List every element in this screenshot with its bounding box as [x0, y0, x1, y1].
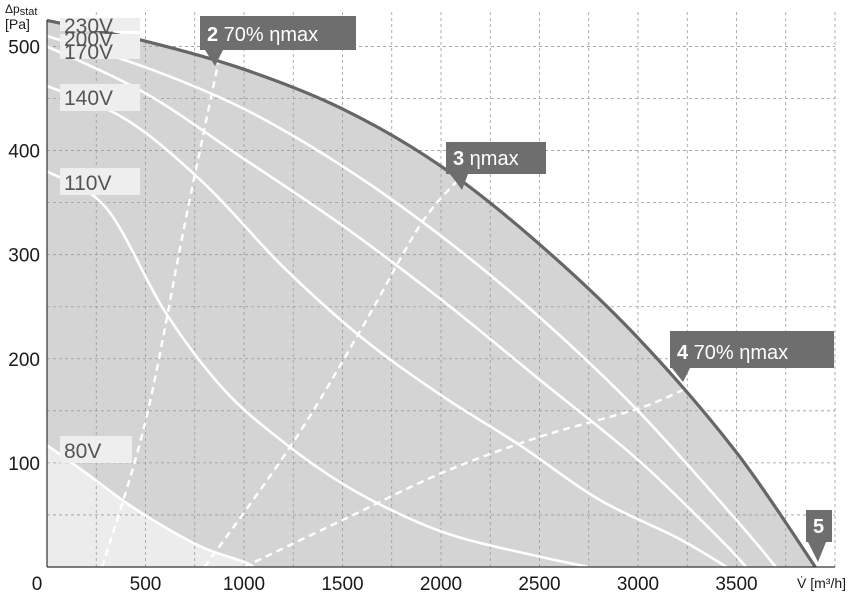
curve-140v: [46, 84, 728, 569]
y-tick-label: 100: [8, 454, 40, 475]
voltage-label-bg: [60, 18, 140, 31]
x-tick-label: 2000: [420, 574, 462, 595]
x-tick-label: 3000: [617, 574, 659, 595]
voltage-label-bg: [60, 84, 140, 111]
efficiency-line-3: [203, 170, 468, 568]
y-axis-unit: [Pa]: [5, 16, 30, 32]
x-tick-label: 0: [32, 574, 43, 595]
callout-pointer: [205, 50, 223, 66]
y-axis-label: Δpstat: [5, 2, 37, 18]
x-tick-label: 500: [130, 574, 162, 595]
curve-80v: [46, 444, 255, 569]
y-tick-label: 500: [8, 37, 40, 58]
voltage-label-230v: 230V: [64, 15, 113, 38]
callout-text: 5: [813, 516, 824, 538]
voltage-label-140v: 140V: [64, 87, 113, 110]
x-tick-label: 1000: [223, 574, 265, 595]
callout-pointer: [808, 542, 826, 562]
callout-box: [446, 142, 546, 174]
curve-110v: [46, 170, 590, 569]
callout-pointer: [672, 368, 690, 382]
callout-box: [670, 331, 834, 368]
callout-pointer: [450, 174, 468, 190]
voltage-label-200v: 200V: [64, 28, 113, 51]
voltage-label-bg: [60, 34, 140, 47]
voltage-label-170v: 170V: [64, 41, 113, 64]
voltage-label-80v: 80V: [64, 440, 101, 463]
callout-3: 3 ηmax: [446, 142, 546, 190]
callout-text: 2 70% ηmax: [207, 24, 318, 46]
y-tick-label: 200: [8, 350, 40, 371]
x-axis-label: V̇ [m³/h]: [797, 575, 846, 591]
callout-box: [200, 16, 356, 50]
voltage-label-bg: [60, 168, 140, 195]
low-speed-area: [47, 445, 254, 567]
callout-4: 4 70% ηmax: [670, 331, 834, 382]
voltage-label-bg: [60, 46, 140, 59]
callout-box: [806, 510, 832, 542]
callout-2: 2 70% ηmax: [200, 16, 356, 66]
voltage-label-110v: 110V: [64, 172, 112, 195]
curve-170v: [46, 45, 748, 568]
callout-text: 3 ηmax: [453, 148, 519, 170]
x-tick-label: 1500: [321, 574, 363, 595]
curve-200v: [46, 34, 777, 568]
callout-5: 5: [806, 510, 832, 562]
x-tick-label: 3500: [715, 574, 757, 595]
x-tick-label: 2500: [518, 574, 560, 595]
callout-text: 4 70% ηmax: [677, 342, 788, 364]
y-tick-label: 300: [8, 246, 40, 267]
efficiency-line-2: [101, 61, 220, 568]
y-tick-label: 400: [8, 142, 40, 163]
efficiency-line-4: [243, 386, 688, 569]
voltage-label-bg: [60, 436, 132, 463]
